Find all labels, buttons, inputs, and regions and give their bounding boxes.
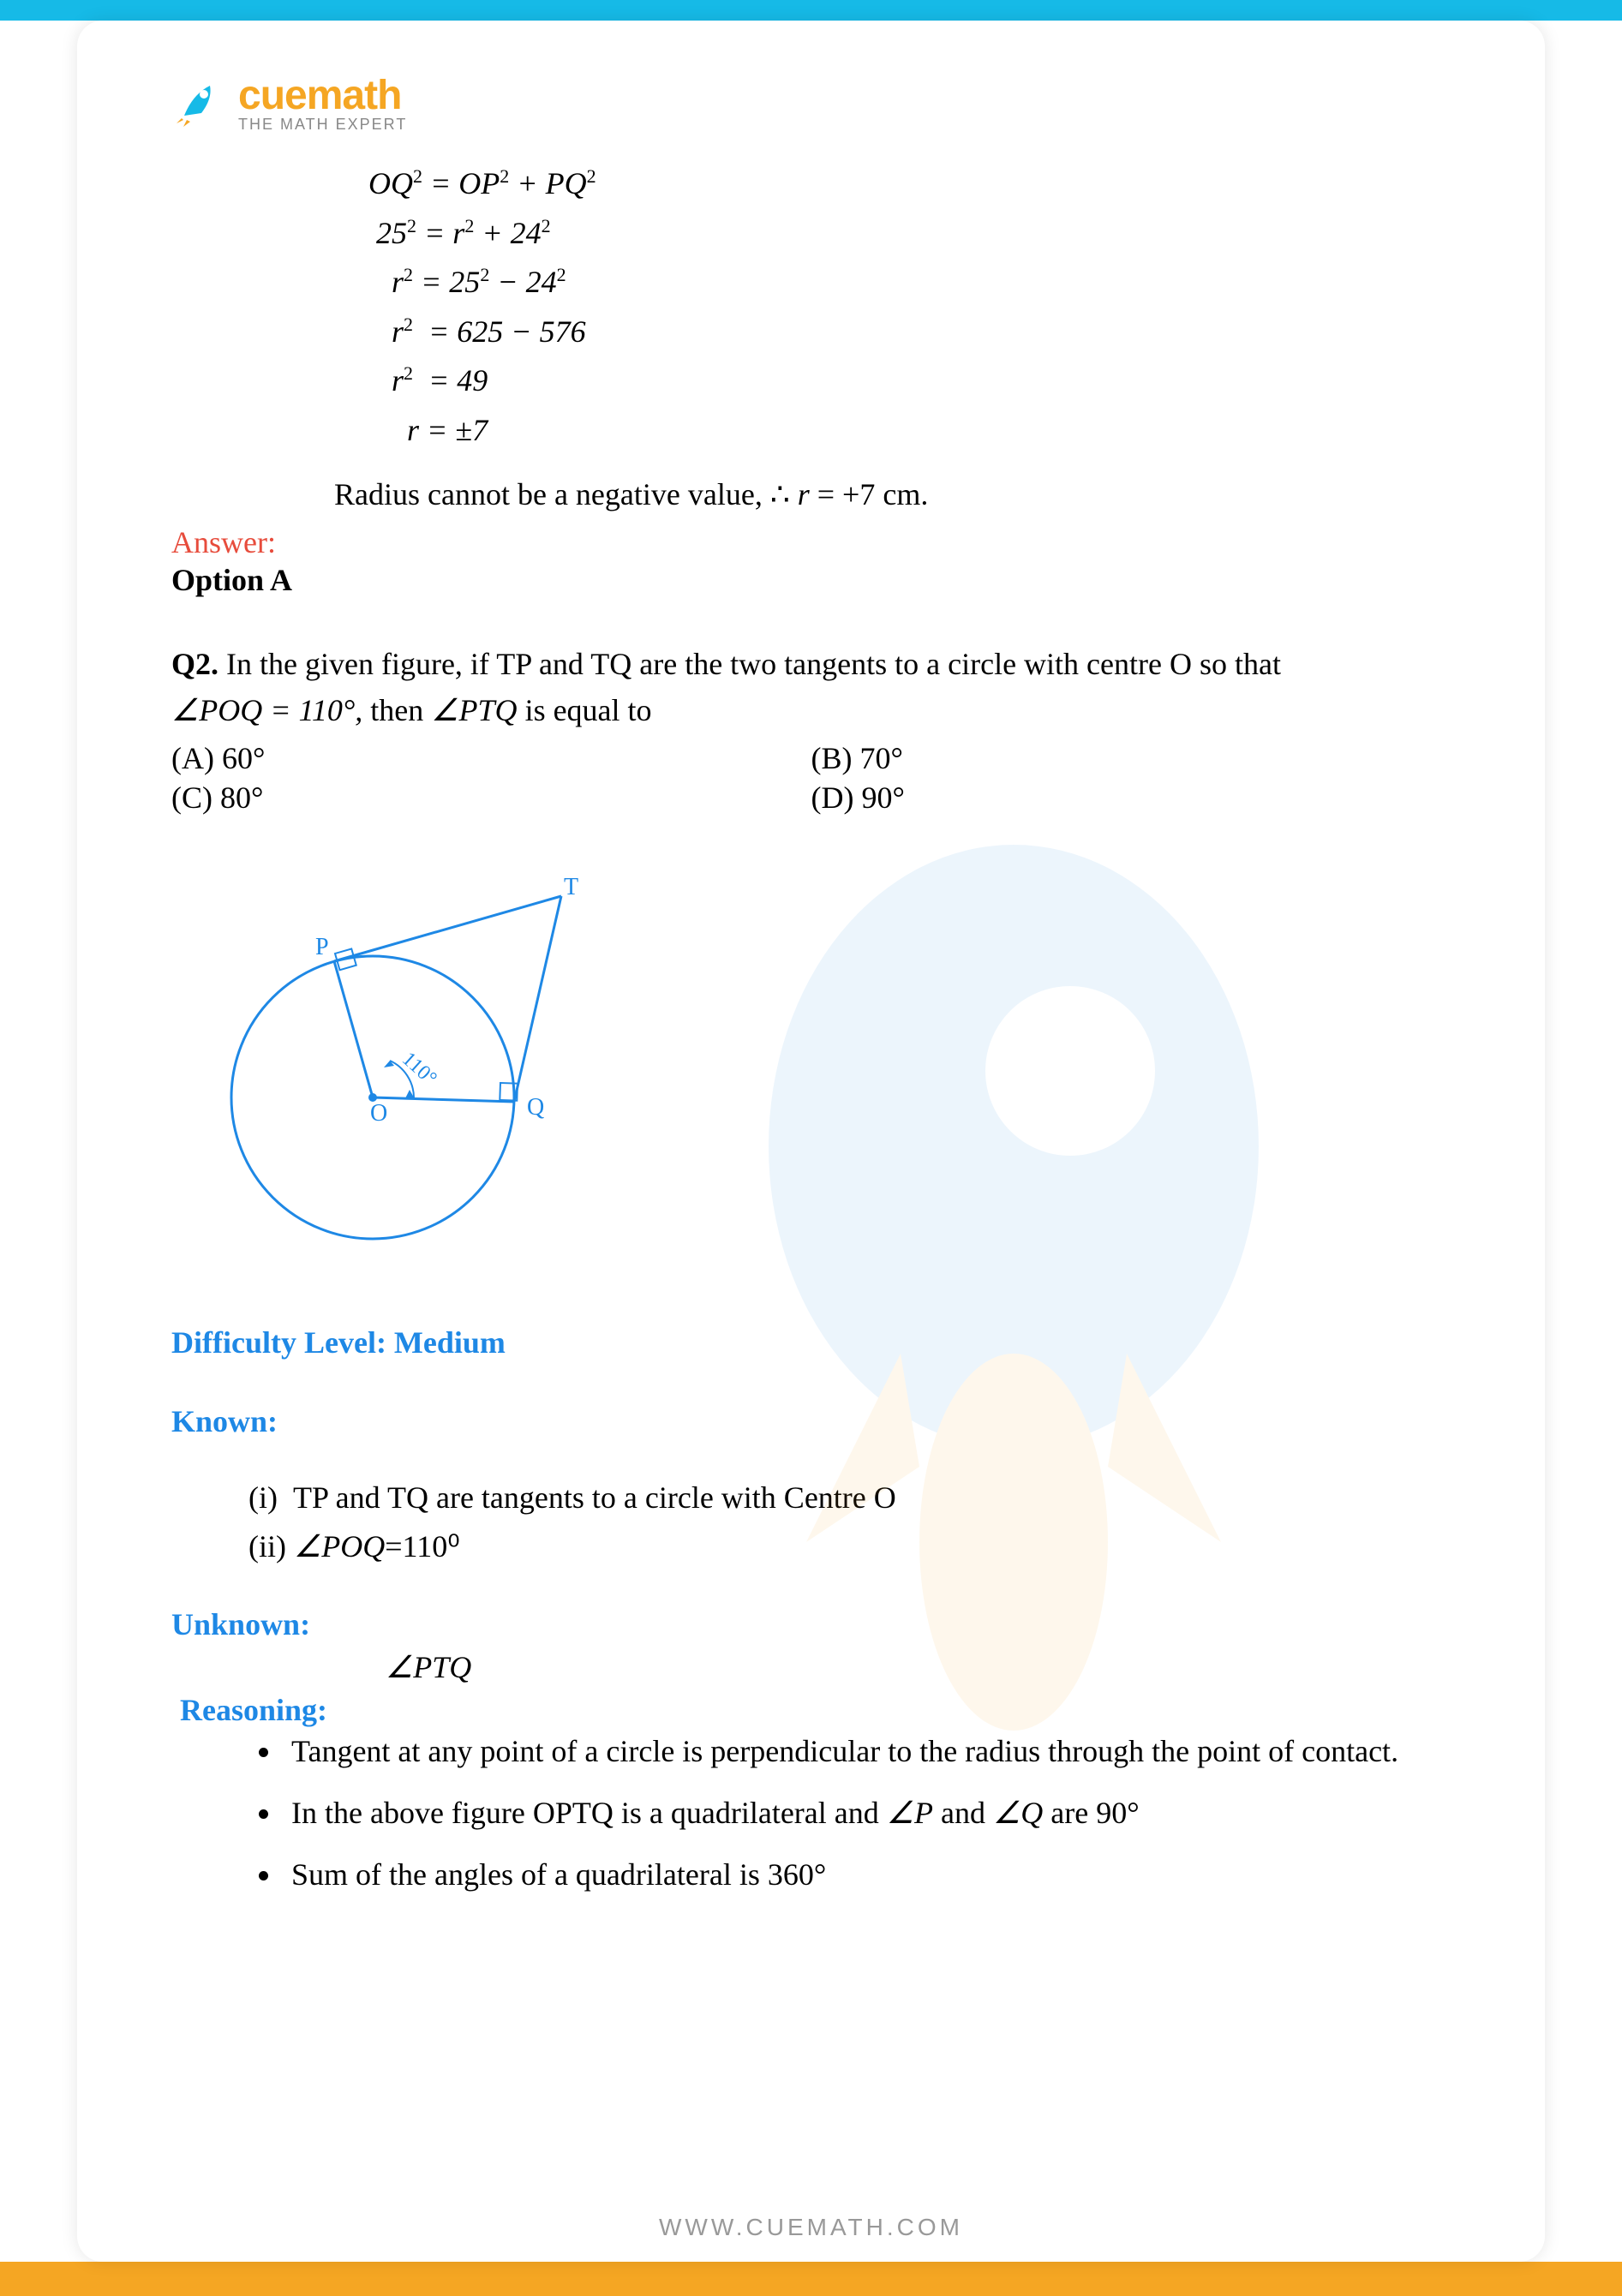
q2-angle-ptq: ∠PTQ xyxy=(431,693,517,727)
known-ii: (ii) ∠POQ=110⁰ xyxy=(248,1522,1451,1572)
brand-name: cuemath xyxy=(238,72,407,119)
options-row: (A) 60° (C) 80° (B) 70° (D) 90° xyxy=(171,740,1451,819)
known-i-text: TP and TQ are tangents to a circle with … xyxy=(293,1480,896,1515)
line-oq xyxy=(373,1097,514,1102)
r3a: Sum of the angles of a quadrilateral is xyxy=(291,1857,768,1892)
angle-label: 110° xyxy=(398,1048,441,1090)
options-right: (B) 70° (D) 90° xyxy=(811,740,1451,819)
q2-text3: is equal to xyxy=(518,693,652,727)
known-ii-angle: ∠POQ xyxy=(294,1529,385,1564)
logo-row: cuemath THE MATH EXPERT xyxy=(171,72,1451,134)
option-b: (B) 70° xyxy=(811,740,1451,776)
r2b: are 90° xyxy=(1043,1796,1139,1830)
line-op xyxy=(334,961,373,1097)
eq6: r = ±7 xyxy=(368,406,1451,456)
figure-container: O P Q T 110° xyxy=(223,862,668,1273)
rocket-icon xyxy=(171,77,223,129)
answer-value: Option A xyxy=(171,562,1451,598)
q2-text1: In the given figure, if TP and TQ are th… xyxy=(218,647,1281,681)
r2a: In the above figure OPTQ is a quadrilate… xyxy=(291,1796,887,1830)
r3b: 360° xyxy=(768,1857,826,1892)
label-t: T xyxy=(564,874,578,900)
q2-text2: then xyxy=(362,693,431,727)
q2-number: Q2. xyxy=(171,647,218,681)
reasoning-list: Tangent at any point of a circle is perp… xyxy=(283,1728,1451,1898)
reasoning-2: In the above figure OPTQ is a quadrilate… xyxy=(283,1790,1451,1836)
equation-block: OQ2 = OP2 + PQ2 252 = r2 + 242 r2 = 252 … xyxy=(368,159,1451,456)
option-a: (A) 60° xyxy=(171,740,811,776)
question-q2: Q2. In the given figure, if TP and TQ ar… xyxy=(171,641,1451,733)
eq4: r2 = 625 − 576 xyxy=(368,308,1451,357)
top-accent-bar xyxy=(0,0,1622,21)
unknown-label: Unknown: xyxy=(171,1606,1451,1642)
label-p: P xyxy=(315,934,329,960)
geometry-figure: O P Q T 110° xyxy=(223,862,668,1273)
eq5: r2 = 49 xyxy=(368,356,1451,406)
radius-note: Radius cannot be a negative value, ∴ r =… xyxy=(334,476,1451,512)
label-o: O xyxy=(370,1100,387,1127)
line-tq xyxy=(514,896,561,1102)
answer-label: Answer: xyxy=(171,524,1451,560)
footer-url: WWW.CUEMATH.COM xyxy=(77,2214,1545,2241)
label-q: Q xyxy=(527,1094,544,1121)
bottom-accent-bar xyxy=(0,2262,1622,2296)
known-ii-val: =110⁰ xyxy=(385,1529,459,1564)
r2q: ∠Q xyxy=(993,1796,1043,1830)
line-tp xyxy=(334,896,561,961)
content-card: cuemath THE MATH EXPERT OQ2 = OP2 + PQ2 … xyxy=(77,21,1545,2262)
reasoning-3: Sum of the angles of a quadrilateral is … xyxy=(283,1851,1451,1898)
brand-tagline: THE MATH EXPERT xyxy=(238,116,407,134)
page-wrap: cuemath THE MATH EXPERT OQ2 = OP2 + PQ2 … xyxy=(0,0,1622,2296)
known-list: (i) TP and TQ are tangents to a circle w… xyxy=(248,1474,1451,1572)
reasoning-label: Reasoning: xyxy=(180,1692,1451,1728)
eq1: OQ2 = OP2 + PQ2 xyxy=(368,159,1451,209)
logo-text: cuemath THE MATH EXPERT xyxy=(238,72,407,134)
r2and: and xyxy=(933,1796,993,1830)
r2p: ∠P xyxy=(887,1796,933,1830)
options-left: (A) 60° (C) 80° xyxy=(171,740,811,819)
eq2: 252 = r2 + 242 xyxy=(368,209,1451,259)
eq3: r2 = 252 − 242 xyxy=(368,258,1451,308)
known-label: Known: xyxy=(171,1403,1451,1439)
option-d: (D) 90° xyxy=(811,780,1451,816)
unknown-value: ∠PTQ xyxy=(386,1649,1451,1685)
q2-angle-poq: ∠POQ = 110°, xyxy=(171,693,362,727)
reasoning-1: Tangent at any point of a circle is perp… xyxy=(283,1728,1451,1774)
difficulty-level: Difficulty Level: Medium xyxy=(171,1324,1451,1360)
option-c: (C) 80° xyxy=(171,780,811,816)
known-i: (i) TP and TQ are tangents to a circle w… xyxy=(248,1474,1451,1523)
